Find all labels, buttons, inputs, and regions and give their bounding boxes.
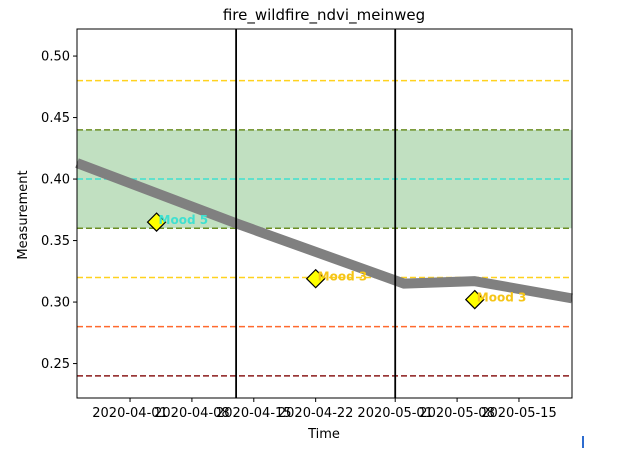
y-tick-label: 0.45 [41,111,70,126]
x-tick-label: 2020-05-01 [357,406,433,421]
x-tick-label: 2020-05-15 [481,406,557,421]
plot-area: Mood 5 Mood 3 Mood 3 0.25 0.30 0.35 0.40 0.45 0.… [41,28,573,421]
y-tick-label: 0.30 [41,296,70,311]
mood-label: Mood 3 [477,291,527,305]
x-tick-label: 2020-04-22 [278,406,354,421]
mood-marker [305,268,326,289]
plot-frame [76,28,573,399]
y-tick-label: 0.35 [41,234,70,249]
text-cursor-icon [582,436,584,448]
chart-title: fire_wildfire_ndvi_meinweg [223,6,425,25]
x-tick-label: 2020-04-15 [216,406,292,421]
y-tick-label: 0.25 [41,357,70,372]
x-tick-label: 2020-05-08 [419,406,495,421]
x-tick-label: 2020-04-01 [92,406,168,421]
x-tick-label: 2020-04-08 [154,406,230,421]
mood-label: Mood 5 [159,213,209,227]
y-tick-label: 0.40 [41,173,70,188]
mood-marker [464,289,485,310]
y-axis-label: Measurement [16,170,31,259]
series-line [75,158,573,304]
y-tick-label: 0.50 [41,50,70,65]
x-axis-label: Time [307,427,340,442]
mood-marker [146,212,167,232]
mood-label: Mood 3 [318,270,368,284]
